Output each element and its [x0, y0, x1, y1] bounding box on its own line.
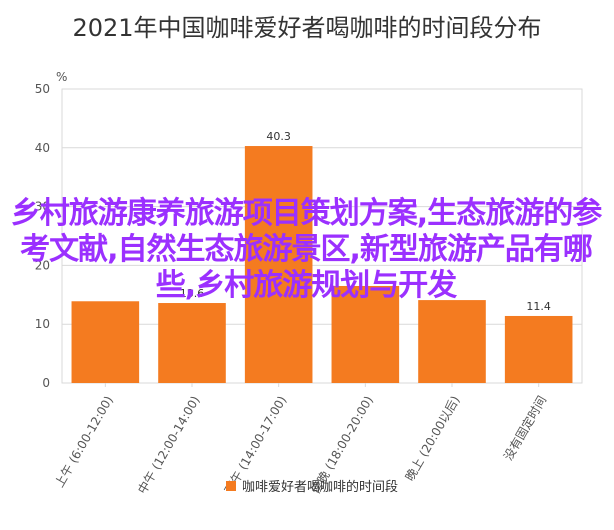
- data-label: 11.4: [526, 300, 551, 313]
- y-tick-label: 50: [35, 82, 50, 96]
- y-tick-label: 20: [35, 258, 50, 272]
- legend-swatch: [226, 481, 236, 491]
- x-tick-label: 中午 (12:00-14:00): [134, 393, 202, 496]
- overlay-watermark-text: 乡村旅游康养旅游项目策划方案,生态旅游的参考文献,自然生态旅游景区,新型旅游产品…: [10, 196, 602, 303]
- x-tick-label: 晚上 (20:00以后): [403, 394, 463, 484]
- x-tick-label: 上午 (6:00-12:00): [52, 394, 116, 490]
- bar: [244, 146, 313, 383]
- y-tick-label: 30: [35, 200, 50, 214]
- y-unit-label: %: [56, 70, 67, 84]
- bar: [158, 303, 226, 383]
- y-tick-label: 40: [35, 141, 50, 155]
- data-label: 40.3: [266, 130, 291, 143]
- bar: [504, 315, 573, 383]
- chart-title: 2021年中国咖啡爱好者喝咖啡的时间段分布: [72, 14, 542, 42]
- x-tick-label: 没有固定时间: [500, 393, 549, 463]
- y-tick-label: 0: [42, 376, 50, 390]
- data-label: 13.6: [180, 287, 205, 300]
- bar: [418, 300, 486, 383]
- y-tick-label: 10: [35, 317, 50, 331]
- bar: [71, 301, 140, 383]
- bar: [331, 285, 400, 383]
- legend-label: 咖啡爱好者喝咖啡的时间段: [242, 479, 398, 495]
